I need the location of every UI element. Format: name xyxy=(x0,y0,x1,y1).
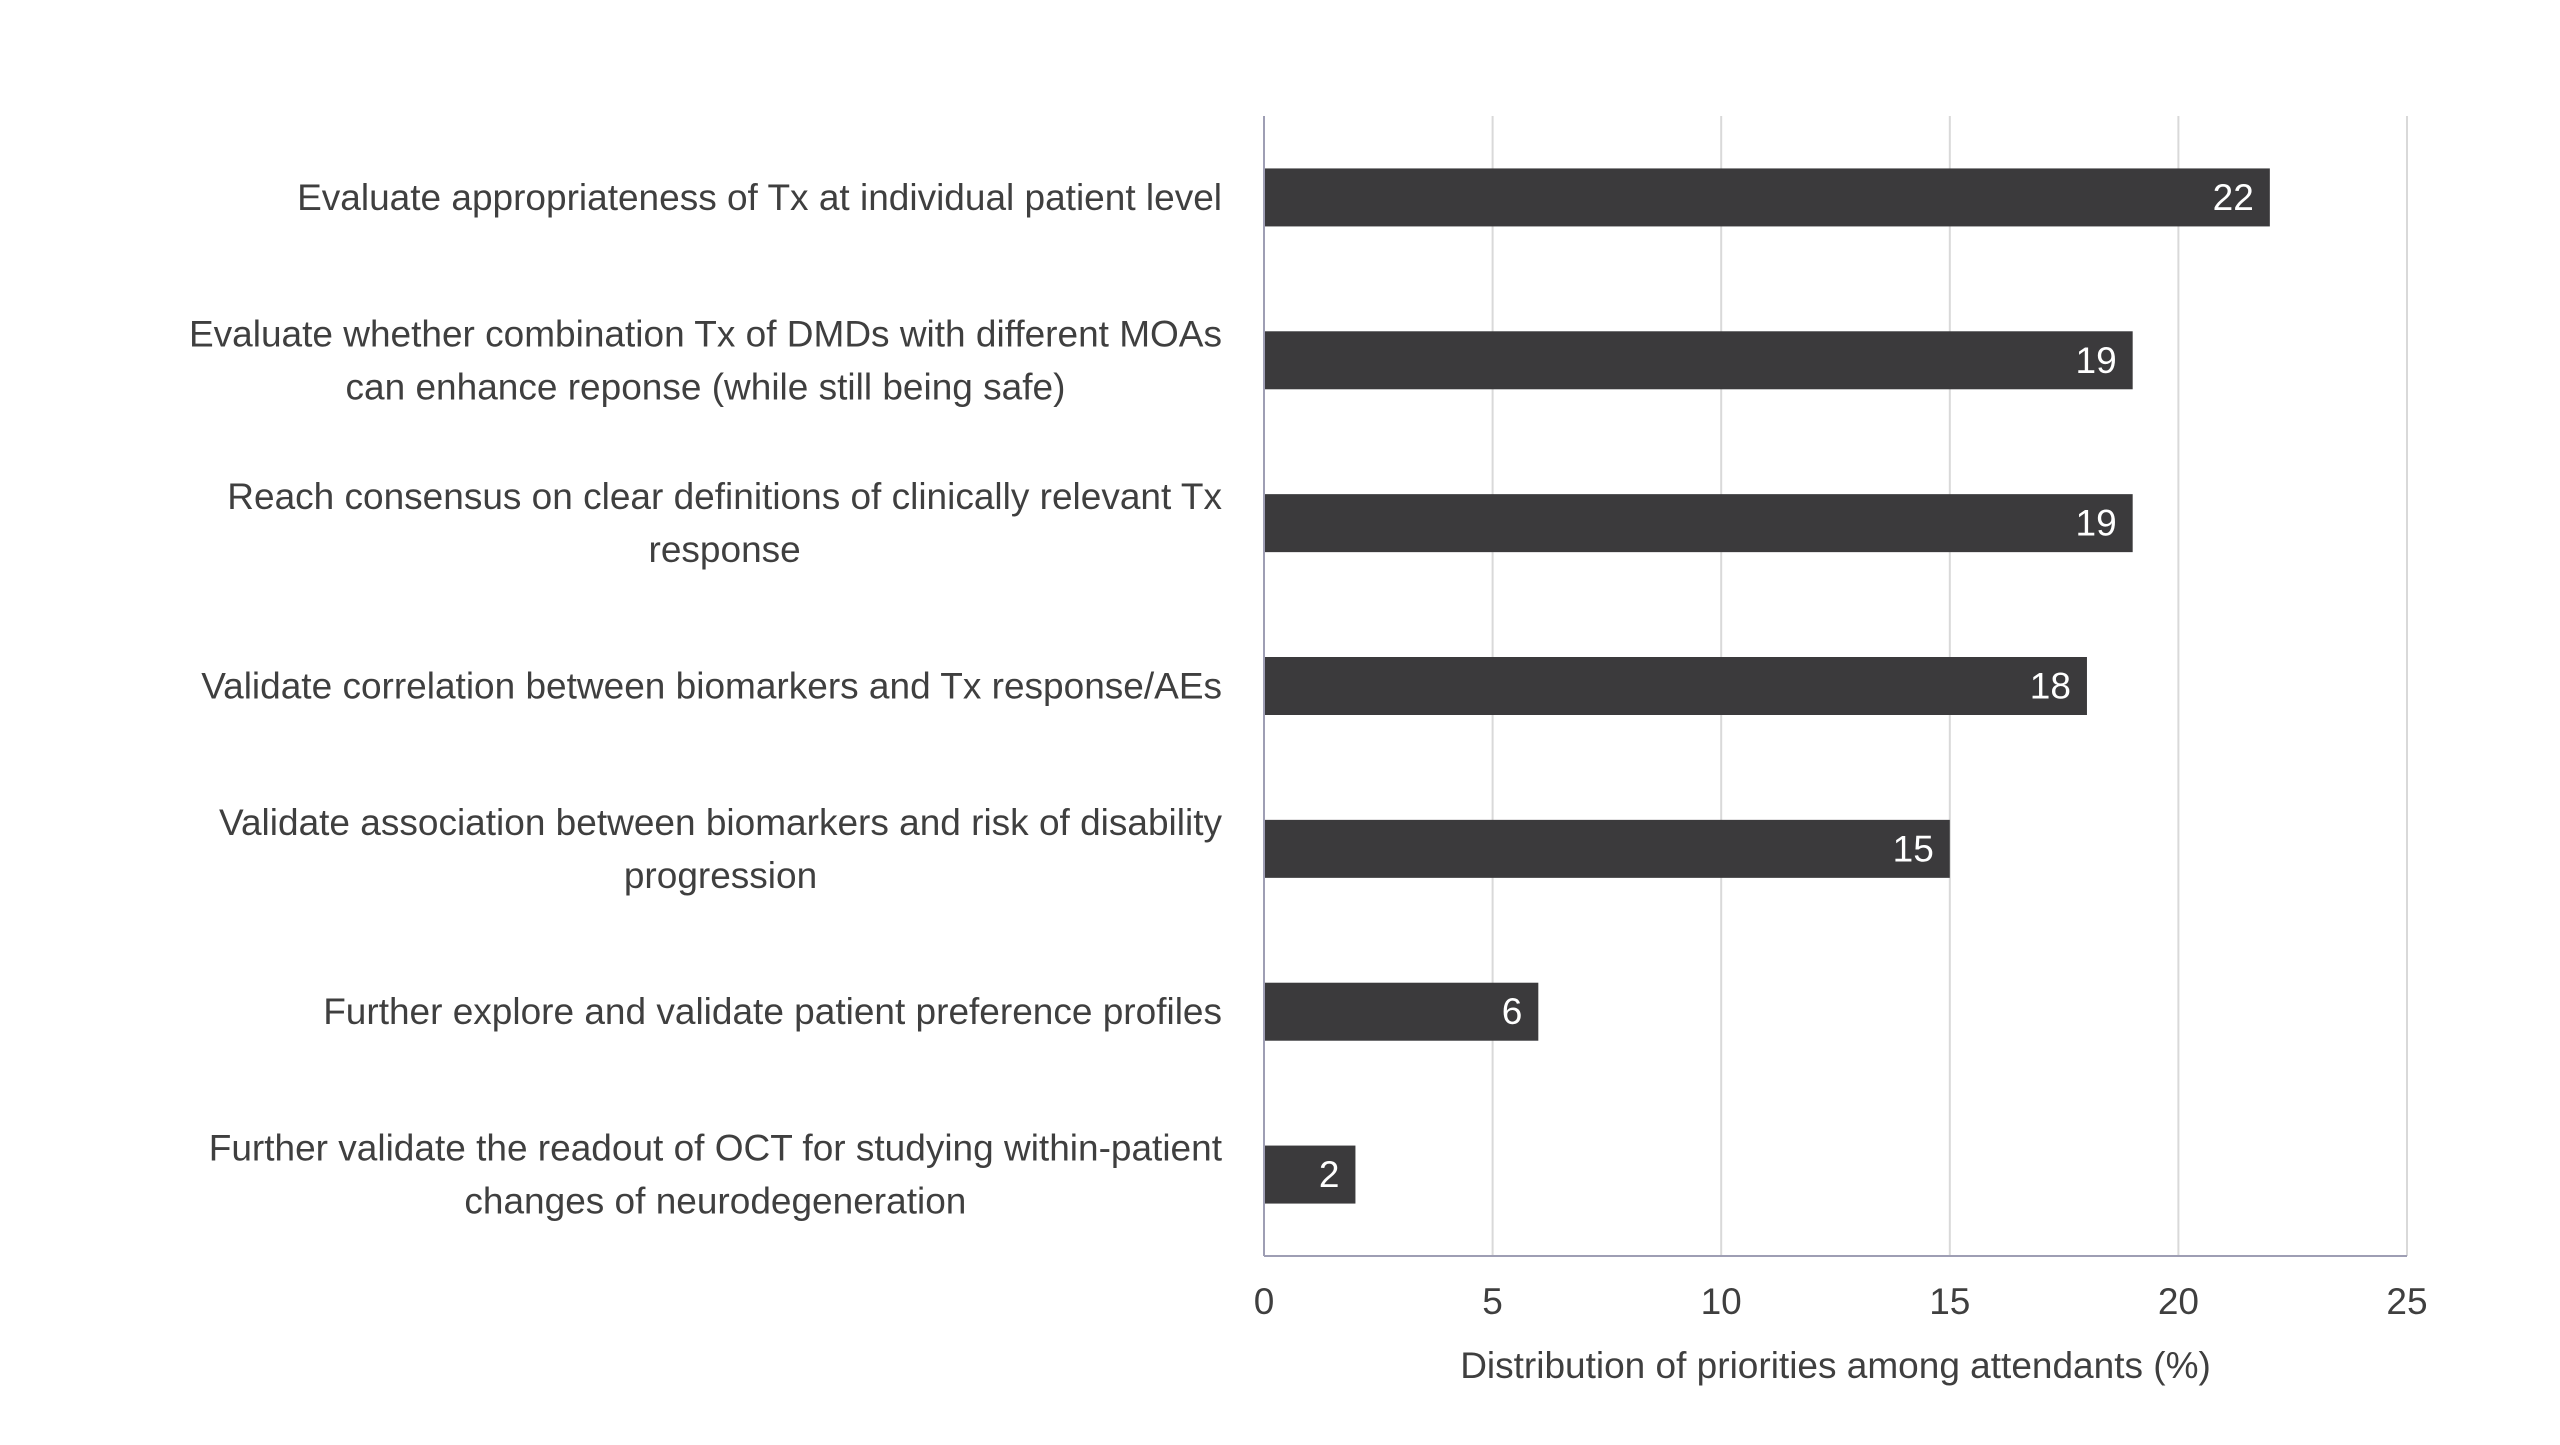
category-label-1: Evaluate whether combination Tx of DMDs … xyxy=(189,313,1222,407)
category-label-line: Validate association between biomarkers … xyxy=(219,802,1222,843)
category-label-4: Validate association between biomarkers … xyxy=(219,802,1222,896)
x-axis-title: Distribution of priorities among attenda… xyxy=(1460,1345,2211,1386)
bar-0 xyxy=(1264,168,2270,227)
category-label-line: progression xyxy=(624,855,817,896)
x-tick-labels: 0 5 10 15 20 25 xyxy=(1254,1281,2428,1322)
category-labels: Evaluate appropriateness of Tx at indivi… xyxy=(189,177,1223,1222)
category-label-line: Evaluate appropriateness of Tx at indivi… xyxy=(297,177,1222,218)
bar-value-label-1: 19 xyxy=(2076,340,2117,381)
bar-4 xyxy=(1264,819,1950,878)
x-tick-label-20: 20 xyxy=(2158,1281,2199,1322)
category-label-line: Reach consensus on clear definitions of … xyxy=(227,476,1222,517)
category-label-2: Reach consensus on clear definitions of … xyxy=(227,476,1222,570)
x-tick-label-10: 10 xyxy=(1701,1281,1742,1322)
bar-3 xyxy=(1264,657,2087,715)
bar-value-label-6: 2 xyxy=(1319,1154,1340,1195)
category-label-line: Evaluate whether combination Tx of DMDs … xyxy=(189,313,1222,354)
bar-value-label-0: 22 xyxy=(2213,177,2254,218)
category-label-line: Validate correlation between biomarkers … xyxy=(201,666,1222,707)
bar-value-label-3: 18 xyxy=(2030,666,2071,707)
axes xyxy=(1263,116,2407,1257)
category-label-6: Further validate the readout of OCT for … xyxy=(209,1128,1223,1222)
bar-value-label-5: 6 xyxy=(1502,991,1523,1032)
category-label-line: can enhance reponse (while still being s… xyxy=(346,366,1066,407)
category-label-line: Further validate the readout of OCT for … xyxy=(209,1128,1223,1169)
category-label-5: Further explore and validate patient pre… xyxy=(323,991,1222,1032)
category-label-0: Evaluate appropriateness of Tx at indivi… xyxy=(297,177,1222,218)
bar-1 xyxy=(1264,331,2133,390)
x-tick-label-15: 15 xyxy=(1929,1281,1970,1322)
bar-2 xyxy=(1264,494,2133,553)
category-label-3: Validate correlation between biomarkers … xyxy=(201,666,1222,707)
category-label-line: response xyxy=(649,529,801,570)
bar-value-label-4: 15 xyxy=(1893,828,1934,869)
bar-5 xyxy=(1264,982,1539,1041)
bars: 22 19 19 18 15 6 2 xyxy=(1264,168,2270,1204)
x-tick-label-5: 5 xyxy=(1482,1281,1503,1322)
x-tick-label-25: 25 xyxy=(2386,1281,2427,1322)
x-tick-label-0: 0 xyxy=(1254,1281,1275,1322)
bar-value-label-2: 19 xyxy=(2076,503,2117,544)
bar-6 xyxy=(1264,1145,1356,1204)
category-label-line: changes of neurodegeneration xyxy=(464,1181,966,1222)
category-label-line: Further explore and validate patient pre… xyxy=(323,991,1222,1032)
